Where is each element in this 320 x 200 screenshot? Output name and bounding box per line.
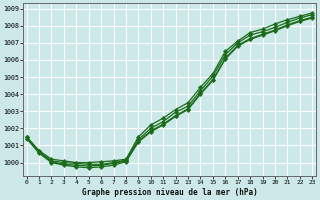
X-axis label: Graphe pression niveau de la mer (hPa): Graphe pression niveau de la mer (hPa): [82, 188, 257, 197]
